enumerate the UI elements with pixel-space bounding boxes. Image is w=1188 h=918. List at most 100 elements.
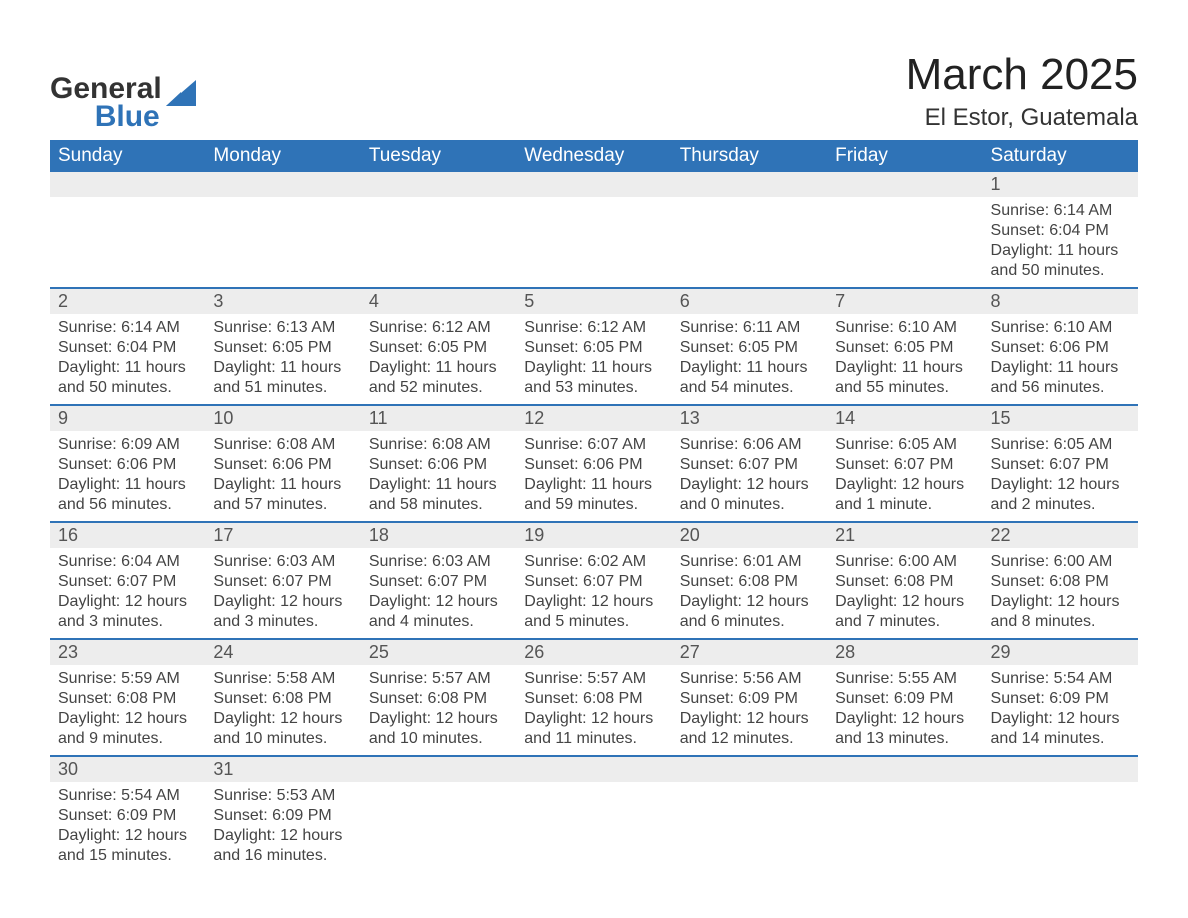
day-cell: Sunrise: 6:07 AMSunset: 6:06 PMDaylight:… [516,431,671,522]
day-cell-line: Sunset: 6:05 PM [835,338,974,358]
day-cell-line: Sunrise: 6:06 AM [680,435,819,455]
day-number: 5 [516,288,671,314]
day-cell-line: Sunrise: 6:03 AM [369,552,508,572]
day-cell-line: and 57 minutes. [213,495,352,515]
day-cell-line: Sunrise: 6:11 AM [680,318,819,338]
day-cell-line: and 3 minutes. [213,612,352,632]
day-cell-line: and 55 minutes. [835,378,974,398]
day-cell-line: Sunrise: 6:10 AM [991,318,1130,338]
day-cell-line: Daylight: 12 hours [680,709,819,729]
day-number: 16 [50,522,205,548]
day-cell-line: Sunset: 6:04 PM [991,221,1130,241]
day-cell-line: and 1 minute. [835,495,974,515]
day-cell-line: and 8 minutes. [991,612,1130,632]
header-row: General Blue March 2025 El Estor, Guatem… [50,50,1138,132]
day-cell-line: Daylight: 12 hours [58,826,197,846]
day-cell-line: Daylight: 12 hours [213,709,352,729]
day-cell-line: Sunset: 6:08 PM [835,572,974,592]
day-number [516,756,671,782]
day-cell-line: Sunrise: 6:05 AM [835,435,974,455]
day-number: 19 [516,522,671,548]
day-number: 28 [827,639,982,665]
day-number: 22 [983,522,1138,548]
day-cell-line: Sunset: 6:05 PM [524,338,663,358]
day-number [672,172,827,197]
day-cell-line: Daylight: 11 hours [58,358,197,378]
day-cell: Sunrise: 6:01 AMSunset: 6:08 PMDaylight:… [672,548,827,639]
day-cell-line: Daylight: 12 hours [369,709,508,729]
day-cell-line: Sunset: 6:06 PM [58,455,197,475]
day-cell: Sunrise: 6:12 AMSunset: 6:05 PMDaylight:… [516,314,671,405]
day-cell-line: and 0 minutes. [680,495,819,515]
weekday-header: Wednesday [516,140,671,172]
day-cell: Sunrise: 6:05 AMSunset: 6:07 PMDaylight:… [827,431,982,522]
day-cell: Sunrise: 5:57 AMSunset: 6:08 PMDaylight:… [361,665,516,756]
day-cell: Sunrise: 6:11 AMSunset: 6:05 PMDaylight:… [672,314,827,405]
day-number: 27 [672,639,827,665]
day-number-row: 9101112131415 [50,405,1138,431]
day-cell-line: and 3 minutes. [58,612,197,632]
day-cell-line: Sunrise: 5:53 AM [213,786,352,806]
day-cell-line: Sunset: 6:06 PM [524,455,663,475]
day-number: 24 [205,639,360,665]
day-number [205,172,360,197]
day-cell-line: and 4 minutes. [369,612,508,632]
day-cell-line: Sunrise: 6:14 AM [58,318,197,338]
day-cell-line: and 6 minutes. [680,612,819,632]
day-cell: Sunrise: 6:00 AMSunset: 6:08 PMDaylight:… [827,548,982,639]
day-cell: Sunrise: 6:14 AMSunset: 6:04 PMDaylight:… [983,197,1138,288]
day-cell-line: Sunrise: 5:54 AM [58,786,197,806]
day-cell-line: Sunrise: 6:09 AM [58,435,197,455]
day-cell: Sunrise: 5:57 AMSunset: 6:08 PMDaylight:… [516,665,671,756]
day-cell: Sunrise: 6:10 AMSunset: 6:06 PMDaylight:… [983,314,1138,405]
brand-logo: General Blue [50,74,196,132]
day-cell-line: Daylight: 12 hours [835,592,974,612]
location: El Estor, Guatemala [906,104,1138,132]
day-cell-line: Sunset: 6:08 PM [680,572,819,592]
day-cell-line: Sunrise: 6:00 AM [835,552,974,572]
day-cell-line: and 5 minutes. [524,612,663,632]
day-cell-line: Sunset: 6:09 PM [680,689,819,709]
day-cell-line: and 14 minutes. [991,729,1130,749]
day-cell-line: Sunrise: 5:55 AM [835,669,974,689]
day-cell-line: Daylight: 11 hours [835,358,974,378]
day-cell-line: Sunset: 6:05 PM [680,338,819,358]
day-cell-line: Sunset: 6:04 PM [58,338,197,358]
day-cell-line: and 11 minutes. [524,729,663,749]
day-cell-line: Sunset: 6:08 PM [524,689,663,709]
day-cell-line: and 13 minutes. [835,729,974,749]
day-cell-line: Sunset: 6:07 PM [58,572,197,592]
day-cell-line: Daylight: 12 hours [524,709,663,729]
day-cell-line: Sunset: 6:07 PM [991,455,1130,475]
day-cell [516,782,671,872]
day-number [827,172,982,197]
day-cell: Sunrise: 6:02 AMSunset: 6:07 PMDaylight:… [516,548,671,639]
day-cell-line: Daylight: 11 hours [680,358,819,378]
day-cell-line: Sunrise: 6:10 AM [835,318,974,338]
day-number-row: 3031 [50,756,1138,782]
day-number [516,172,671,197]
day-cell-line: Sunset: 6:07 PM [835,455,974,475]
day-cell-line: Daylight: 12 hours [991,475,1130,495]
day-cell: Sunrise: 6:08 AMSunset: 6:06 PMDaylight:… [361,431,516,522]
day-cell-line: Sunrise: 6:12 AM [524,318,663,338]
day-cell-line: Sunrise: 5:57 AM [369,669,508,689]
day-cell [205,197,360,288]
day-cell-line: Sunset: 6:07 PM [524,572,663,592]
day-cell-line: Sunrise: 6:14 AM [991,201,1130,221]
day-cell-line: and 10 minutes. [369,729,508,749]
day-number: 25 [361,639,516,665]
day-cell-line: Daylight: 11 hours [524,475,663,495]
day-number: 9 [50,405,205,431]
day-cell-line: Sunrise: 6:02 AM [524,552,663,572]
day-cell: Sunrise: 6:14 AMSunset: 6:04 PMDaylight:… [50,314,205,405]
day-cell-line: Daylight: 11 hours [991,358,1130,378]
day-cell-line: and 56 minutes. [991,378,1130,398]
day-number: 8 [983,288,1138,314]
day-number: 12 [516,405,671,431]
day-cell: Sunrise: 6:04 AMSunset: 6:07 PMDaylight:… [50,548,205,639]
day-cell: Sunrise: 5:54 AMSunset: 6:09 PMDaylight:… [983,665,1138,756]
day-cell: Sunrise: 6:10 AMSunset: 6:05 PMDaylight:… [827,314,982,405]
day-cell-line: Daylight: 11 hours [213,358,352,378]
day-cell-line: Daylight: 11 hours [369,475,508,495]
